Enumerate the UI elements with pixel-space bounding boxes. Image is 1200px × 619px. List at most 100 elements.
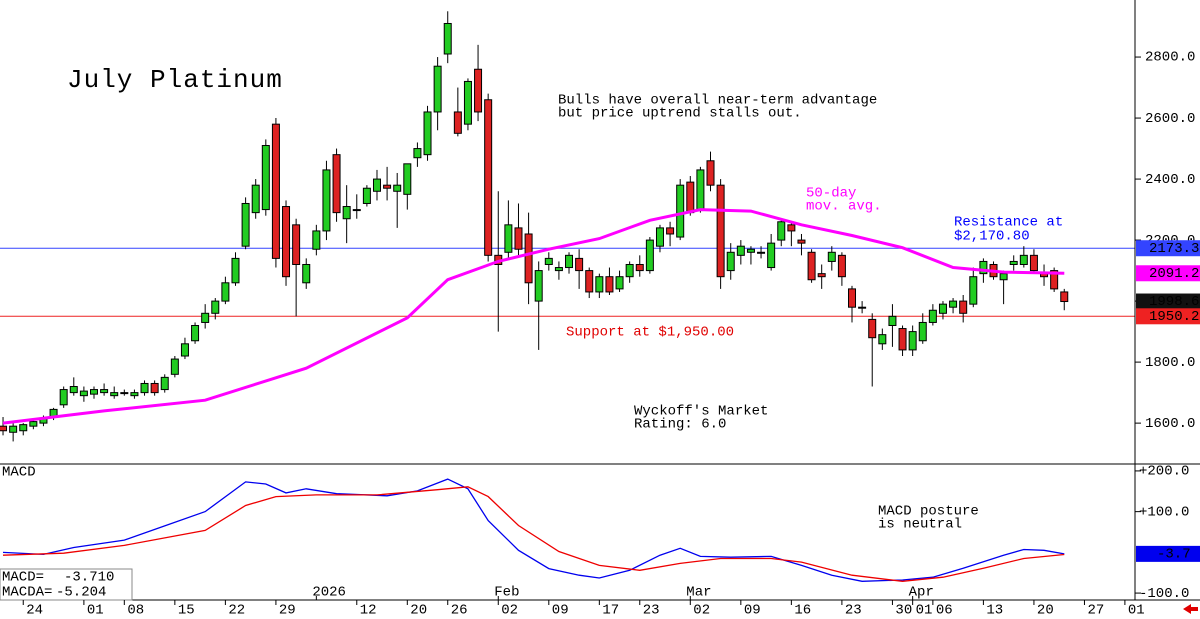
x-tick-label: 02	[501, 603, 518, 619]
annotation: Support at $1,950.00	[566, 325, 734, 341]
x-tick-label: 17	[602, 603, 619, 619]
candle-body	[928, 309, 937, 323]
candle-body	[282, 206, 291, 278]
panel-title: MACD	[2, 465, 36, 481]
x-tick-label: 02	[693, 603, 710, 619]
candle-body	[0, 425, 8, 432]
candle-body	[1029, 254, 1038, 272]
candle-body	[807, 251, 816, 281]
x-tick-label: 16	[794, 603, 811, 619]
candle-body	[686, 181, 695, 214]
x-tick-label: 12	[360, 603, 377, 619]
candle-body	[191, 325, 200, 342]
candle-body	[554, 267, 563, 272]
candle-body	[635, 263, 644, 272]
scroll-arrow[interactable]	[1183, 604, 1198, 614]
candle-body	[292, 224, 301, 265]
candle-body	[261, 145, 270, 211]
candle-body	[544, 257, 553, 265]
value-box	[1136, 265, 1200, 282]
x-tick-label: 09	[744, 603, 761, 619]
annotation: but price uptrend stalls out.	[558, 106, 802, 122]
value-box-label: 2173.3	[1149, 241, 1199, 257]
candle-body	[888, 315, 897, 327]
x-tick-label: 27	[1087, 603, 1104, 619]
annotation: $2,170.80	[954, 229, 1030, 245]
candle-body	[332, 154, 341, 214]
candle-body	[706, 160, 715, 186]
candle-body	[423, 111, 432, 156]
candle-body	[100, 389, 109, 394]
candle-body	[170, 358, 179, 375]
candle-body	[302, 263, 311, 284]
candle-body	[858, 306, 867, 309]
candle-body	[605, 276, 614, 293]
readout-label: MACD=	[2, 570, 44, 586]
candle-body	[726, 251, 735, 272]
candle-body	[1060, 291, 1069, 303]
candle-body	[362, 187, 371, 204]
x-tick-label: 23	[845, 603, 862, 619]
candle-body	[160, 376, 169, 391]
candle-body	[615, 276, 624, 290]
candle-body	[59, 389, 68, 406]
candle-body	[999, 273, 1008, 281]
candle-body	[645, 239, 654, 272]
candle-body	[514, 227, 523, 250]
annotation: mov. avg.	[806, 199, 882, 215]
axes	[0, 0, 1200, 601]
candle-body	[9, 425, 18, 433]
y-tick-label: 1600.0	[1145, 416, 1195, 432]
candle-body	[565, 254, 574, 269]
candle-body	[676, 184, 685, 238]
candle-body	[241, 202, 250, 247]
candle-body	[211, 300, 220, 314]
candle-body	[757, 251, 766, 254]
y-tick-label: 2600.0	[1145, 111, 1195, 127]
candle-body	[1009, 260, 1018, 265]
candle-body	[817, 273, 826, 278]
candle-body	[504, 224, 513, 253]
y-tick-label: +100.0	[1139, 504, 1189, 520]
x-tick-label: 01	[1128, 603, 1145, 619]
value-box-label: 2091.2	[1149, 266, 1199, 282]
candle-body	[342, 206, 351, 220]
x-tick-label: Feb	[494, 585, 519, 601]
candle-body	[716, 184, 725, 278]
candle-body	[79, 390, 88, 397]
value-box	[1136, 293, 1200, 310]
x-tick-label: Apr	[909, 585, 934, 601]
reference-lines	[0, 247, 1135, 317]
value-box-label: -3.7	[1157, 547, 1191, 563]
candle-body	[938, 303, 947, 314]
y-tick-label: -100.0	[1139, 586, 1189, 602]
candle-body	[655, 227, 664, 247]
candle-body	[221, 282, 230, 302]
candle-body	[969, 276, 978, 305]
x-tick-label: 22	[228, 603, 245, 619]
candle-body	[848, 288, 857, 308]
candle-body	[575, 257, 584, 272]
candle-body	[201, 312, 210, 323]
annotation: Bulls have overall near-term advantage	[558, 93, 877, 109]
candle-body	[908, 331, 917, 351]
x-tick-label: 09	[552, 603, 569, 619]
candle-body	[110, 392, 119, 397]
y-tick-label: 1800.0	[1145, 355, 1195, 371]
x-tick-label: 29	[279, 603, 296, 619]
x-tick-label: 08	[127, 603, 144, 619]
x-tick-label: Mar	[686, 585, 711, 601]
value-box-label: 1950.2	[1149, 309, 1199, 325]
x-tick-label: 15	[178, 603, 195, 619]
y-tick-label: 2800.0	[1145, 50, 1195, 66]
candle-body	[585, 270, 594, 293]
annotation: MACD posture	[878, 504, 979, 520]
candle-body	[413, 148, 422, 159]
annotation: Wyckoff's Market	[634, 404, 768, 420]
candle-body	[827, 251, 836, 262]
candle-body	[393, 184, 402, 192]
x-tick-label: 30	[895, 603, 912, 619]
x-tick-label: 13	[986, 603, 1003, 619]
